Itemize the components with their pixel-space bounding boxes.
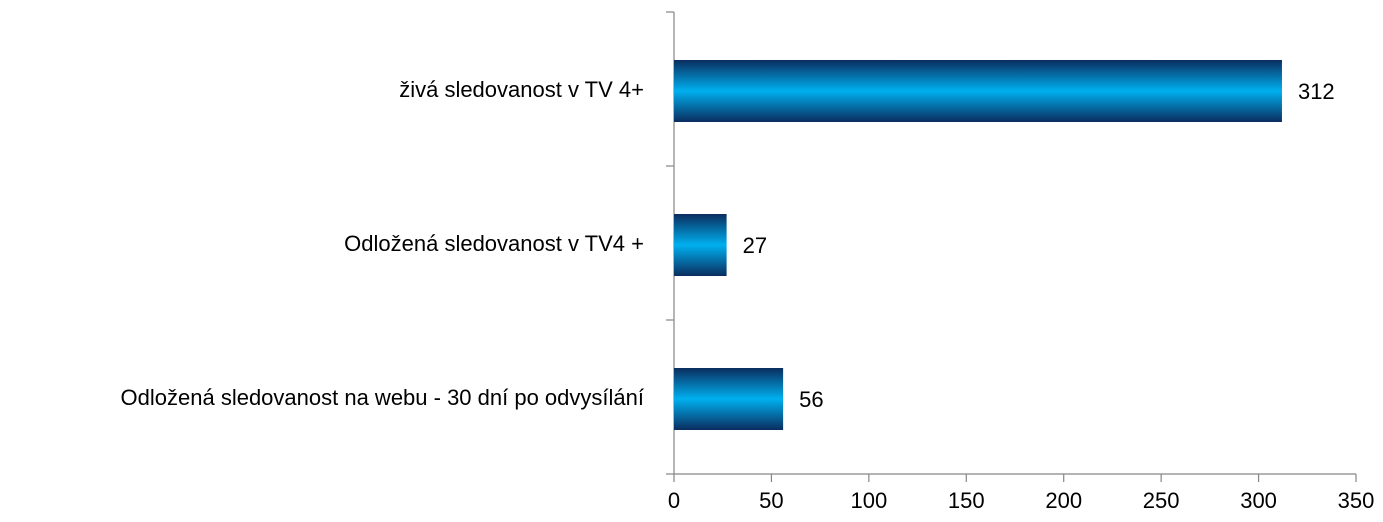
bar: [674, 214, 727, 276]
bar: [674, 368, 784, 430]
x-tick-label: 50: [759, 488, 783, 513]
data-label: 27: [743, 233, 767, 258]
x-tick-label: 250: [1143, 488, 1180, 513]
data-label: 312: [1298, 79, 1335, 104]
x-tick-label: 0: [668, 488, 680, 513]
category-label: živá sledovanost v TV 4+: [399, 77, 644, 102]
x-tick-label: 300: [1240, 488, 1277, 513]
x-tick-label: 100: [850, 488, 887, 513]
x-tick-label: 150: [948, 488, 985, 513]
category-label: Odložená sledovanost na webu - 30 dní po…: [121, 385, 644, 410]
data-label: 56: [799, 387, 823, 412]
category-label: Odložená sledovanost v TV4 +: [344, 231, 644, 256]
bar: [674, 60, 1282, 122]
x-tick-label: 200: [1045, 488, 1082, 513]
x-tick-label: 350: [1338, 488, 1375, 513]
